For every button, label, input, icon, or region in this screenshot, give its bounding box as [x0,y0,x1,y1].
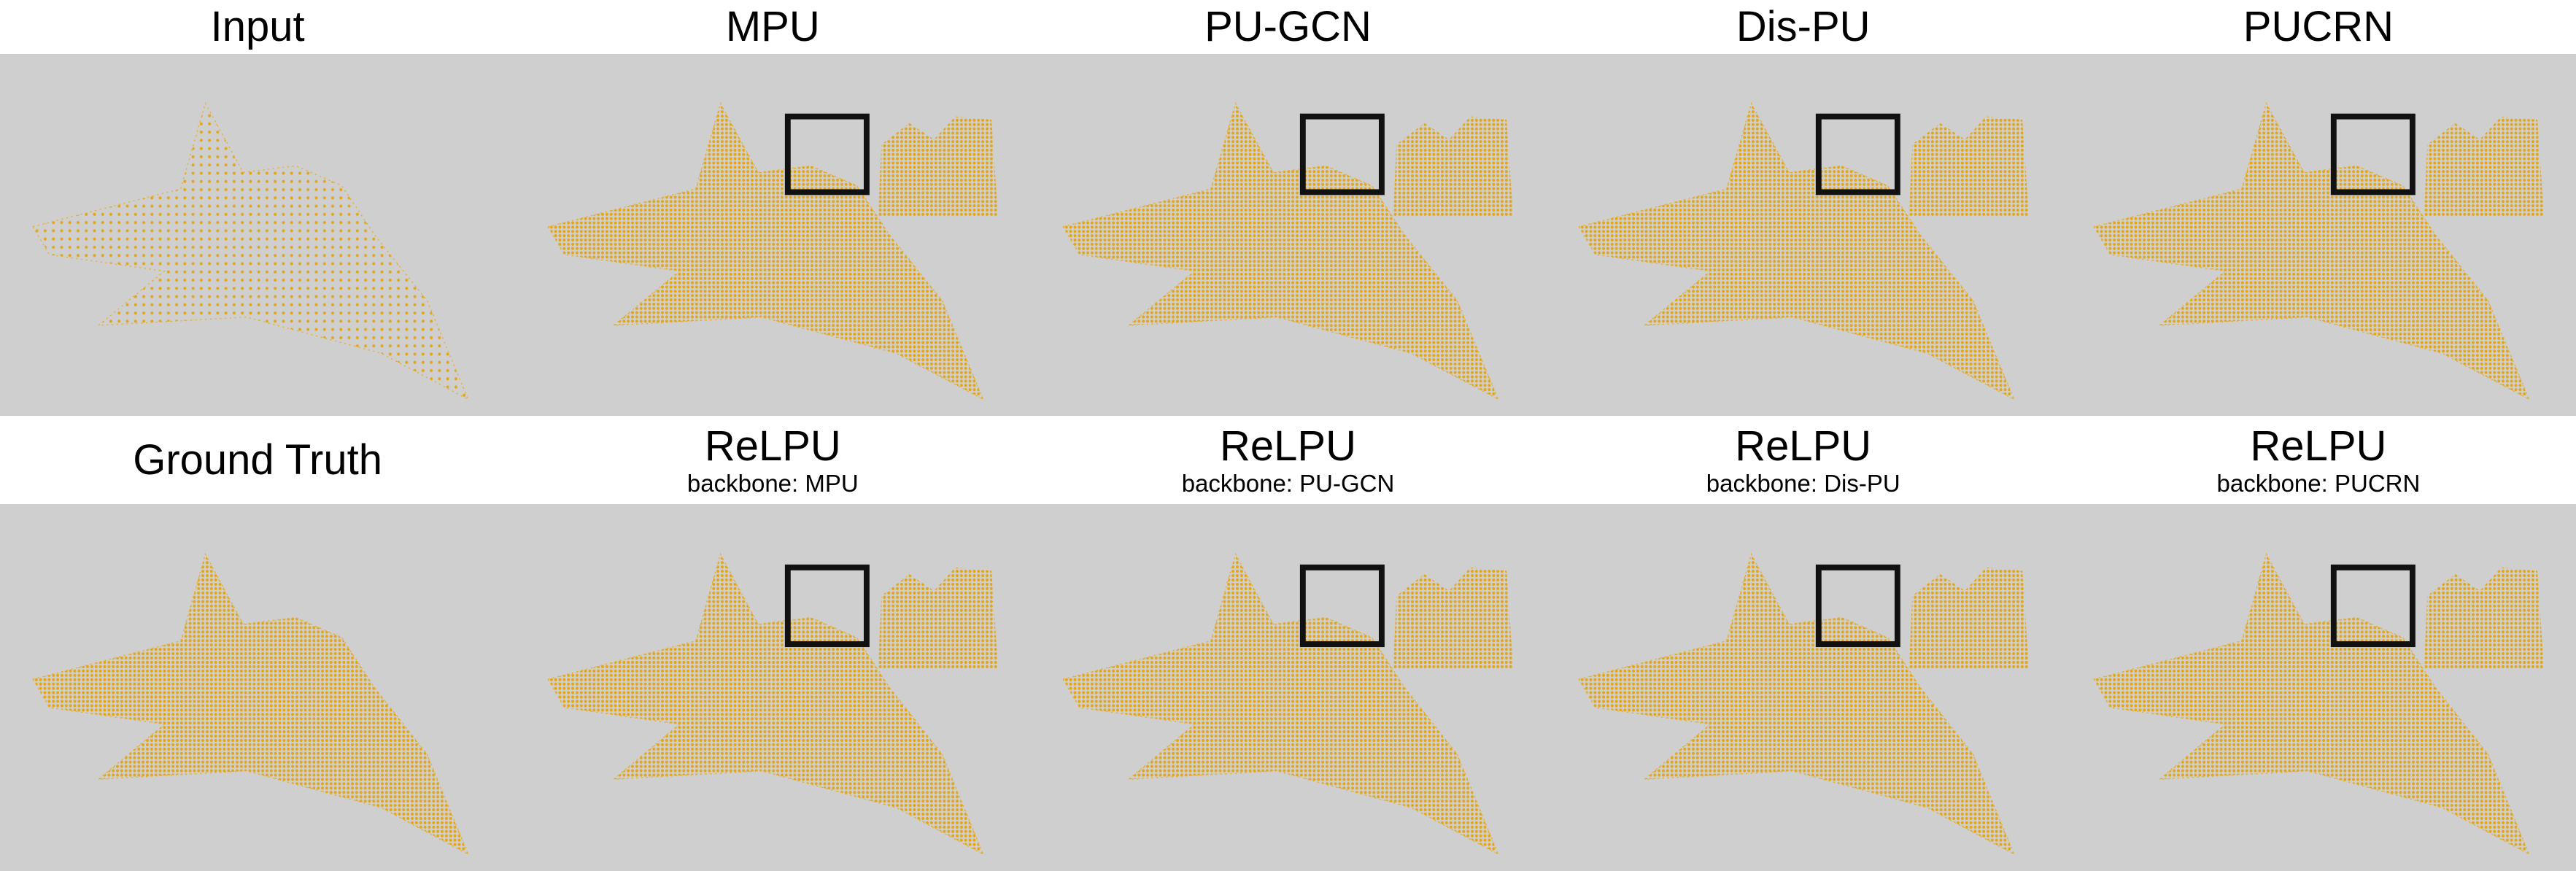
zoom-box [2330,113,2416,196]
zoom-patch [878,116,999,217]
point-cloud [32,101,470,400]
point-cloud-panel [547,552,999,856]
point-cloud [547,101,985,400]
panel-title: ReLPU [2250,422,2387,470]
panel-title: PUCRN [2243,3,2394,50]
panel-label: PUCRN [2061,0,2576,54]
point-cloud [1062,101,1500,400]
zoom-box [785,564,870,648]
point-cloud [1577,552,2015,856]
point-cloud-panel [32,552,470,856]
panel-subtitle: backbone: PU-GCN [1181,469,1395,497]
panel-label: ReLPU backbone: MPU [515,416,1030,504]
panel-title: PU-GCN [1204,3,1372,50]
zoom-patch [1908,116,2029,217]
point-cloud [2092,101,2530,400]
zoom-patch [2424,567,2544,670]
panel-subtitle: backbone: PUCRN [2216,469,2421,497]
panel-label: ReLPU backbone: Dis-PU [1546,416,2061,504]
point-cloud [1577,101,2015,400]
panel-label: ReLPU backbone: PUCRN [2061,416,2576,504]
point-cloud-panel [2092,101,2544,400]
zoom-patch [1393,116,1514,217]
panel-title: Input [210,3,305,50]
point-cloud-panel [2092,552,2544,856]
point-cloud-panel [32,101,470,400]
panel-label: Dis-PU [1546,0,2061,54]
zoom-box [1815,564,1900,648]
panel-title: ReLPU [1735,422,1872,470]
point-cloud-panel [1062,552,1514,856]
panel-label: Ground Truth [0,416,515,504]
panel-label: MPU [515,0,1030,54]
panel-label: PU-GCN [1030,0,1545,54]
panel-subtitle: backbone: Dis-PU [1706,469,1900,497]
row-labels: Input MPU PU-GCN Dis-PU PUCRN [0,0,2576,54]
point-cloud-panel [1577,552,2029,856]
panel-title: ReLPU [704,422,841,470]
panel-title: Ground Truth [133,436,382,484]
image-band [0,54,2576,416]
image-band [0,504,2576,871]
zoom-patch [1908,567,2029,670]
zoom-box [1300,564,1385,648]
zoom-box [1815,113,1900,196]
zoom-box [1300,113,1385,196]
panel-title: MPU [725,3,820,50]
zoom-patch [878,567,999,670]
zoom-box [785,113,870,196]
panel-label: ReLPU backbone: PU-GCN [1030,416,1545,504]
point-cloud [547,552,985,856]
zoom-patch [2424,116,2544,217]
panel-title: Dis-PU [1736,3,1871,50]
panel-title: ReLPU [1220,422,1356,470]
point-cloud [2092,552,2530,856]
row-labels: Ground Truth ReLPU backbone: MPU ReLPU backb… [0,416,2576,504]
point-cloud-panel [1577,101,2029,400]
point-cloud-panel [547,101,999,400]
point-cloud-panel [1062,101,1514,400]
point-cloud [32,552,470,856]
point-cloud [1062,552,1500,856]
zoom-box [2330,564,2416,648]
panel-subtitle: backbone: MPU [686,469,859,497]
zoom-patch [1393,567,1514,670]
panel-label: Input [0,0,515,54]
